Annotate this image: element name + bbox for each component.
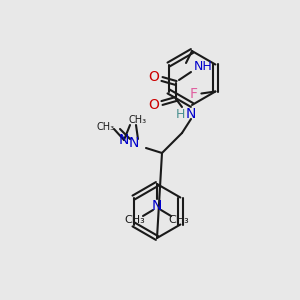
Text: CH₃: CH₃ bbox=[97, 122, 115, 132]
Text: CH₃: CH₃ bbox=[124, 215, 146, 225]
Text: F: F bbox=[189, 88, 197, 101]
Text: N: N bbox=[152, 199, 162, 213]
Text: O: O bbox=[148, 98, 159, 112]
Text: CH₃: CH₃ bbox=[129, 115, 147, 125]
Text: NH: NH bbox=[194, 61, 213, 74]
Text: CH₃: CH₃ bbox=[169, 215, 189, 225]
Text: O: O bbox=[148, 70, 159, 84]
Text: N: N bbox=[186, 107, 196, 121]
Text: H: H bbox=[175, 107, 185, 121]
Text: N: N bbox=[129, 136, 139, 150]
Text: N: N bbox=[119, 133, 129, 147]
